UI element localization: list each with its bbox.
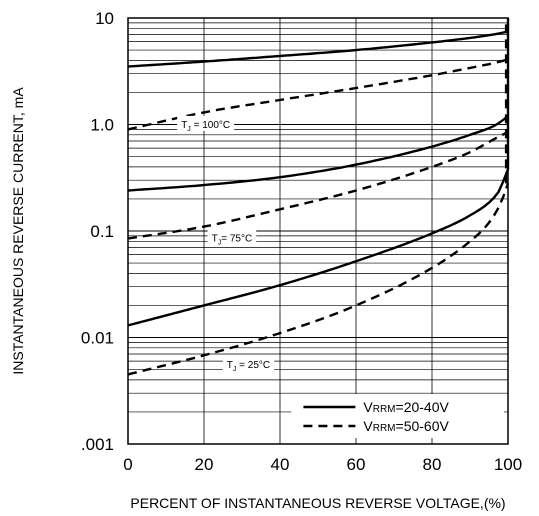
annotation-background xyxy=(207,229,257,245)
y-tick-label: 1.0 xyxy=(90,116,114,135)
x-tick-label: 40 xyxy=(271,455,290,474)
plot-frame xyxy=(127,17,509,445)
tj-annotation: TJ = 25°C xyxy=(222,356,275,373)
y-axis-label: INSTANTANEOUS REVERSE CURRENT, mA xyxy=(10,87,26,375)
x-tick-labels: 0 20 40 60 80 100 xyxy=(123,455,522,474)
series-line-solid xyxy=(127,30,509,68)
x-tick-label: 60 xyxy=(347,455,366,474)
series-line-dashed xyxy=(127,183,510,376)
y-tick-label: 10 xyxy=(95,9,114,28)
x-tick-label: 100 xyxy=(494,455,522,474)
x-tick-label: 20 xyxy=(195,455,214,474)
series-line-dashed xyxy=(127,58,509,131)
series-layer xyxy=(127,18,510,376)
tj-annotation: TJ= 75°C xyxy=(207,229,257,247)
y-tick-label: 0.01 xyxy=(81,329,114,348)
y-tick-label: .001 xyxy=(81,435,114,454)
x-tick-label: 0 xyxy=(123,455,132,474)
series-line-solid xyxy=(127,115,509,192)
annotation-text: TJ = 100°C xyxy=(181,120,230,133)
legend-label: VRRM=50-60V xyxy=(363,418,449,434)
annotation-text: TJ = 25°C xyxy=(227,360,270,373)
legend-label: VRRM=20-40V xyxy=(363,399,449,415)
tj-annotation: TJ = 100°C xyxy=(177,115,235,133)
annotation-background xyxy=(222,356,275,372)
x-axis-label: PERCENT OF INSTANTANEOUS REVERSE VOLTAGE… xyxy=(130,495,505,511)
grid xyxy=(127,18,509,445)
annotations: TJ = 100°C TJ= 75°C TJ = 25°C xyxy=(177,115,275,373)
y-tick-labels: .001 0.01 0.1 1.0 10 xyxy=(81,9,114,454)
series-line-dashed xyxy=(127,130,509,240)
legend-background xyxy=(291,394,504,438)
legend: VRRM=20-40V VRRM=50-60V xyxy=(291,394,504,438)
y-tick-label: 0.1 xyxy=(90,222,114,241)
x-tick-label: 80 xyxy=(423,455,442,474)
annotation-text: TJ= 75°C xyxy=(212,234,253,247)
annotation-background xyxy=(177,115,235,131)
series-line-solid xyxy=(127,168,510,327)
